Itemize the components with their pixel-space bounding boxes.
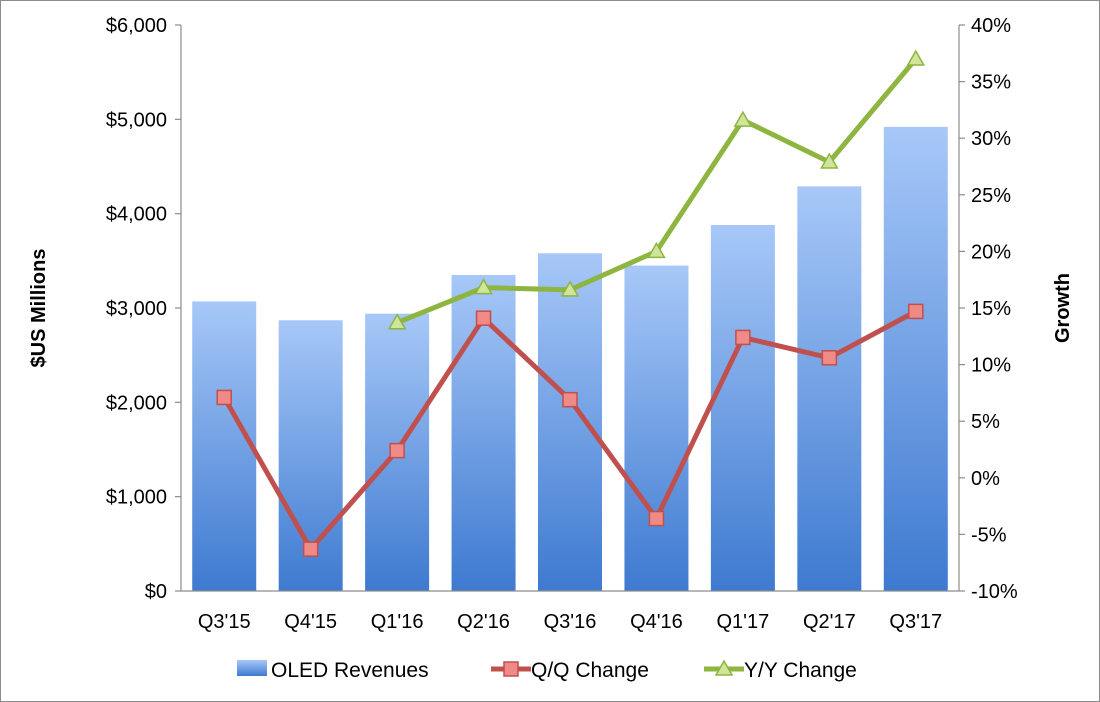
q-q-marker [908, 303, 924, 320]
y-tick-label: $0 [145, 581, 167, 603]
bar [538, 253, 602, 591]
bar [797, 186, 862, 591]
y2-tick-label: 5% [971, 411, 1000, 433]
q-q-marker [302, 541, 319, 557]
q-q-marker [389, 442, 405, 459]
bar [624, 265, 689, 591]
bar [192, 301, 257, 591]
x-tick-label: Q3'15 [198, 611, 251, 633]
q-q-marker [475, 310, 492, 326]
x-tick-label: Q2'17 [803, 611, 856, 633]
y-tick-label: $2,000 [106, 392, 167, 414]
x-tick-label: Q1'16 [371, 611, 424, 633]
y2-tick-label: 15% [971, 298, 1011, 320]
x-tick-label: Q3'16 [544, 611, 597, 633]
y-y-marker [733, 110, 753, 127]
bars-layer [192, 126, 948, 591]
y-tick-label: $6,000 [106, 15, 167, 37]
y2-tick-label: 35% [971, 72, 1011, 94]
y2-tick-label: 25% [971, 185, 1011, 207]
q-q-marker [648, 510, 665, 527]
y-y-marker [474, 278, 493, 295]
y2-tick-label: -10% [971, 581, 1018, 603]
y-y-marker [387, 313, 407, 330]
q-q-marker [562, 391, 578, 408]
bar [883, 126, 948, 591]
y2-axis-title: Growth [1052, 273, 1074, 343]
y-tick-label: $3,000 [106, 298, 167, 320]
x-tick-label: Q3'17 [889, 611, 942, 633]
legend: OLED Revenues Q/Q Change Y/Y Change [237, 659, 857, 682]
y-y-marker [560, 280, 580, 297]
y2-tick-label: 20% [971, 241, 1011, 263]
bar [451, 274, 516, 591]
y-y-marker [714, 659, 734, 676]
y-tick-label: $4,000 [106, 204, 167, 226]
y-y-marker [820, 152, 839, 169]
q-q-marker [216, 389, 232, 406]
labels-layer: $0 $1,000 $2,000 $3,000 $4,000 $5,000 $6,000 -1… [28, 15, 1074, 633]
legend-label-oled-revenues: OLED Revenues [271, 659, 429, 682]
y-y-marker [647, 241, 666, 259]
y2-tick-label: -5% [971, 524, 1007, 546]
q-q-marker [735, 329, 751, 346]
x-tick-label: Q1'17 [717, 611, 770, 633]
y2-tick-label: 10% [971, 355, 1011, 377]
x-tick-label: Q4'16 [630, 611, 683, 633]
lines-layer [216, 49, 926, 557]
q-q-marker [503, 661, 519, 677]
y2-tick-label: 0% [971, 468, 1000, 490]
x-tick-label: Q4'15 [284, 611, 337, 633]
y-tick-label: $5,000 [106, 109, 167, 131]
y-y-marker [906, 49, 926, 66]
bar [710, 224, 775, 591]
axes-layer [175, 24, 965, 592]
legend-swatch-oled-revenues [237, 660, 267, 676]
y-axis-title: $US Millions [28, 249, 50, 368]
y2-tick-label: 30% [971, 128, 1011, 150]
y-tick-label: $1,000 [106, 487, 167, 509]
legend-label-y-y-change: Y/Y Change [744, 659, 857, 682]
y2-tick-label: 40% [971, 15, 1011, 37]
legend-label-q-q-change: Q/Q Change [531, 659, 649, 682]
q-q-marker [821, 350, 838, 366]
x-tick-label: Q2'16 [457, 611, 510, 633]
